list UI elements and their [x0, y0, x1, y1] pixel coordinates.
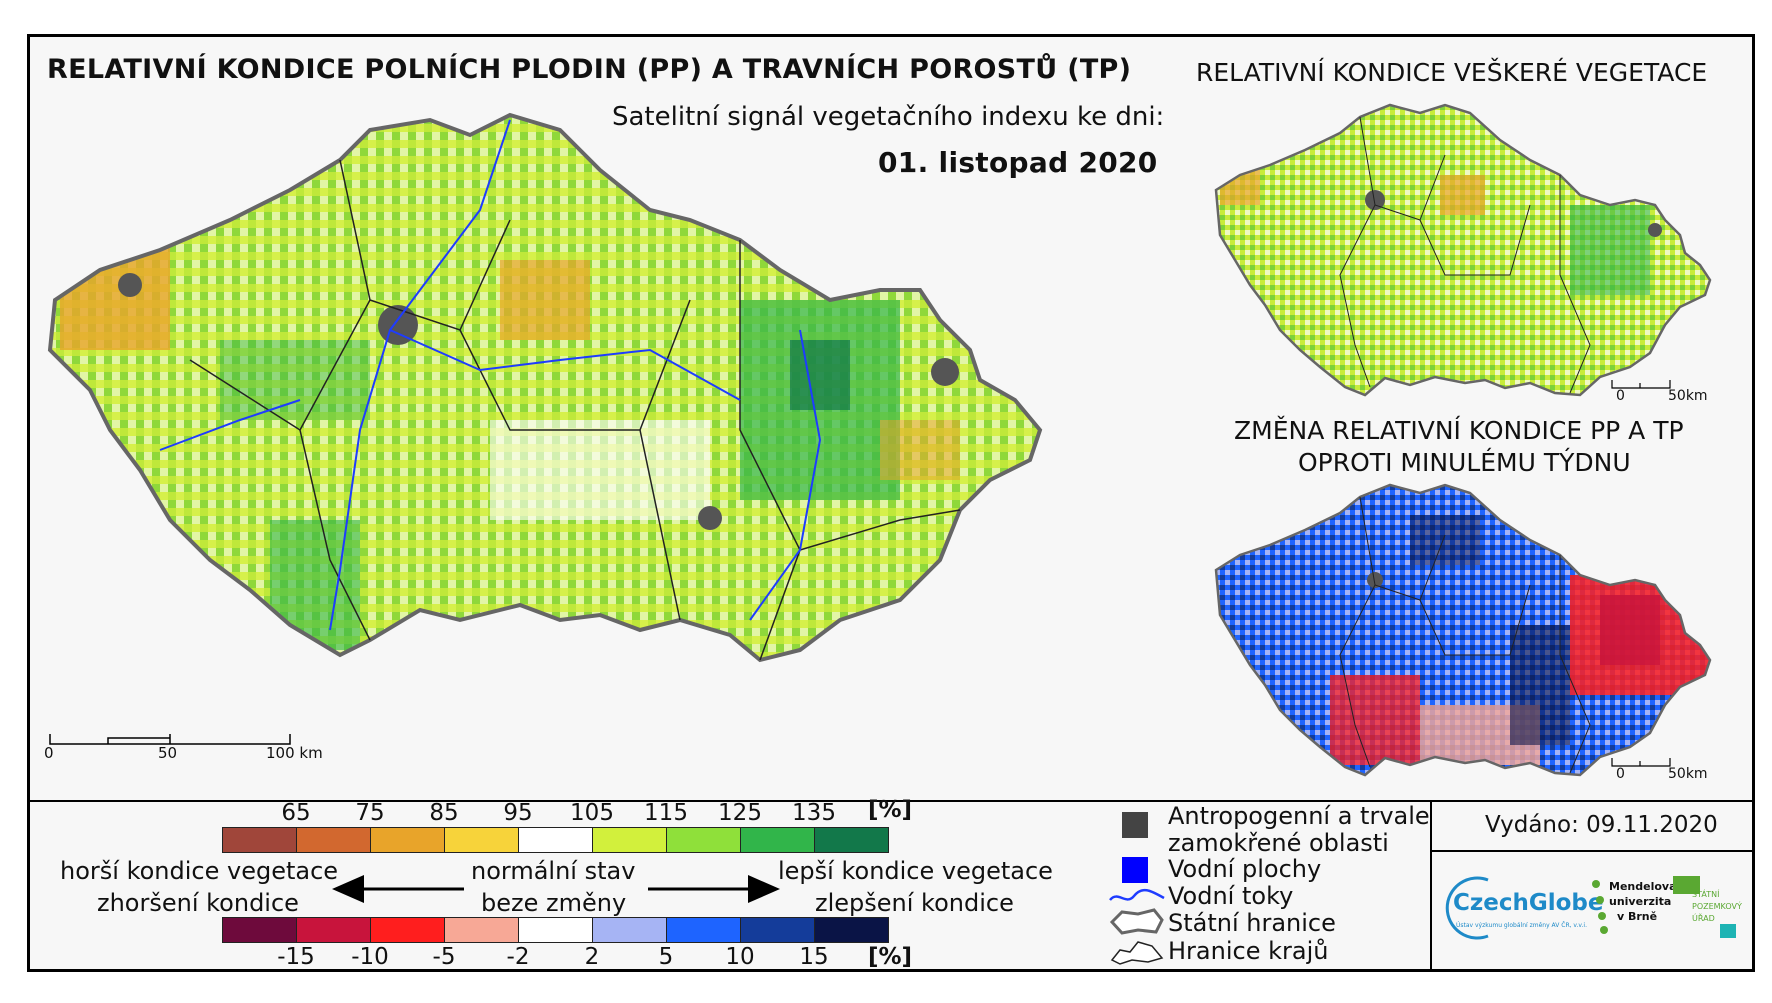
mendel-logo-text-2: univerzita: [1609, 895, 1672, 908]
veg-map: [1214, 103, 1712, 397]
region-border-label: Hranice krajů: [1168, 937, 1329, 965]
change-scale-unit: [%]: [868, 944, 913, 970]
change-scale-tick-label: 15: [799, 944, 829, 970]
change-scale-tick-label: -5: [432, 944, 456, 970]
change-map: [1214, 483, 1712, 777]
change-scale-50: 50km: [1668, 766, 1708, 782]
anthropogenic-label-1: Antropogenní a trvale: [1168, 802, 1430, 830]
main-scale-bar: [49, 734, 291, 745]
condition-scale-tick-label: 65: [281, 800, 311, 826]
change-scale-tick-label: 10: [725, 944, 755, 970]
czechglobe-logo-text: CzechGlobe: [1453, 890, 1604, 916]
condition-scale-tick-label: 95: [503, 800, 533, 826]
change-scale-swatch: [444, 917, 519, 943]
main-map-title: RELATIVNÍ KONDICE POLNÍCH PLODIN (PP) A …: [47, 54, 1132, 85]
arrow-left-bottom-label: zhoršení kondice: [97, 889, 299, 917]
arrow-right-top-label: lepší kondice vegetace: [778, 857, 1053, 885]
condition-scale-swatch: [518, 827, 593, 853]
main-scale-100: 100 km: [266, 744, 323, 762]
change-scale-bar: [1611, 758, 1671, 767]
rivers: [159, 119, 822, 631]
water-label: Vodní plochy: [1168, 855, 1322, 883]
arrow-middle-bottom-label: beze změny: [481, 889, 627, 917]
spu-logo-text-3: ÚŘAD: [1692, 914, 1715, 923]
change-scale-swatch: [518, 917, 593, 943]
anthropogenic-label-2: zamokřené oblasti: [1168, 829, 1389, 857]
arrow-left-icon: [332, 875, 464, 903]
spu-logo-icon: [1673, 876, 1700, 894]
condition-scale-swatch: [444, 827, 519, 853]
change-scale-0: 0: [1616, 766, 1625, 782]
change-scale-swatch: [592, 917, 667, 943]
spu-logo-text-2: POZEMKOVÝ: [1692, 902, 1742, 911]
issued-date: Vydáno: 09.11.2020: [1485, 812, 1718, 838]
condition-scale-tick-label: 75: [355, 800, 385, 826]
condition-scale-swatch: [370, 827, 445, 853]
change-map-title-2: OPROTI MINULÉMU TÝDNU: [1298, 448, 1631, 477]
mendel-logo-text-1: Mendelova: [1609, 880, 1677, 893]
mendel-logo-icon: [1592, 880, 1608, 934]
condition-scale-tick-label: 115: [644, 800, 688, 826]
change-scale-swatch: [222, 917, 297, 943]
condition-scale-swatch: [740, 827, 815, 853]
anthropogenic-swatch-icon: [1122, 812, 1148, 838]
water-swatch-icon: [1122, 857, 1148, 883]
czechglobe-logo-icon: [1445, 876, 1489, 940]
change-scale-swatch: [666, 917, 741, 943]
mendel-logo-text-3: v Brně: [1617, 910, 1658, 923]
change-scale-tick-label: 2: [584, 944, 600, 970]
change-scale-tick-label: -15: [277, 944, 315, 970]
spu-logo-text-1: STÁTNÍ: [1692, 890, 1720, 899]
condition-scale-unit: [%]: [868, 797, 913, 823]
change-scale-swatch: [296, 917, 371, 943]
river-line-icon: [1109, 888, 1165, 901]
rivers-label: Vodní toky: [1168, 882, 1294, 910]
veg-scale-50: 50km: [1668, 388, 1708, 404]
condition-scale-tick-label: 135: [792, 800, 836, 826]
legend-area: [27, 800, 1755, 972]
arrow-right-bottom-label: zlepšení kondice: [815, 889, 1014, 917]
arrow-right-icon: [648, 875, 780, 903]
veg-scale-bar: [1611, 380, 1671, 389]
czechglobe-logo-subtitle: Ústav výzkumu globální změny AV ČR, v.v.…: [1456, 922, 1587, 929]
condition-scale-swatch: [814, 827, 889, 853]
change-scale-tick-label: -10: [351, 944, 389, 970]
main-map: [48, 113, 1042, 662]
condition-scale-tick-label: 105: [570, 800, 614, 826]
change-map-title-1: ZMĚNA RELATIVNÍ KONDICE PP A TP: [1234, 416, 1684, 445]
legend-divider-horizontal: [1430, 850, 1755, 852]
condition-scale-tick-label: 85: [429, 800, 459, 826]
condition-scale-swatch: [592, 827, 667, 853]
change-scale-swatch: [370, 917, 445, 943]
state-border-icon: [1109, 908, 1164, 935]
condition-scale-tick-label: 125: [718, 800, 762, 826]
condition-scale-swatch: [296, 827, 371, 853]
arrow-left-top-label: horší kondice vegetace: [60, 857, 339, 885]
veg-scale-0: 0: [1616, 388, 1625, 404]
region-border-icon: [1110, 941, 1164, 965]
spu-logo-accent: [1720, 924, 1736, 938]
veg-map-title: RELATIVNÍ KONDICE VEŠKERÉ VEGETACE: [1196, 58, 1708, 87]
change-scale-swatch: [740, 917, 815, 943]
change-scale-swatch: [814, 917, 889, 943]
condition-scale-swatch: [222, 827, 297, 853]
state-border-label: Státní hranice: [1168, 909, 1336, 937]
condition-scale-swatch: [666, 827, 741, 853]
main-map-date: 01. listopad 2020: [878, 146, 1158, 179]
main-scale-50: 50: [158, 744, 178, 762]
region-borders: [189, 159, 961, 661]
legend-divider-vertical: [1430, 800, 1432, 972]
change-scale-tick-label: -2: [506, 944, 530, 970]
arrow-middle-top-label: normální stav: [471, 857, 636, 885]
change-scale-tick-label: 5: [658, 944, 674, 970]
main-map-subtitle: Satelitní signál vegetačního indexu ke d…: [612, 102, 1165, 132]
main-scale-0: 0: [44, 744, 54, 762]
